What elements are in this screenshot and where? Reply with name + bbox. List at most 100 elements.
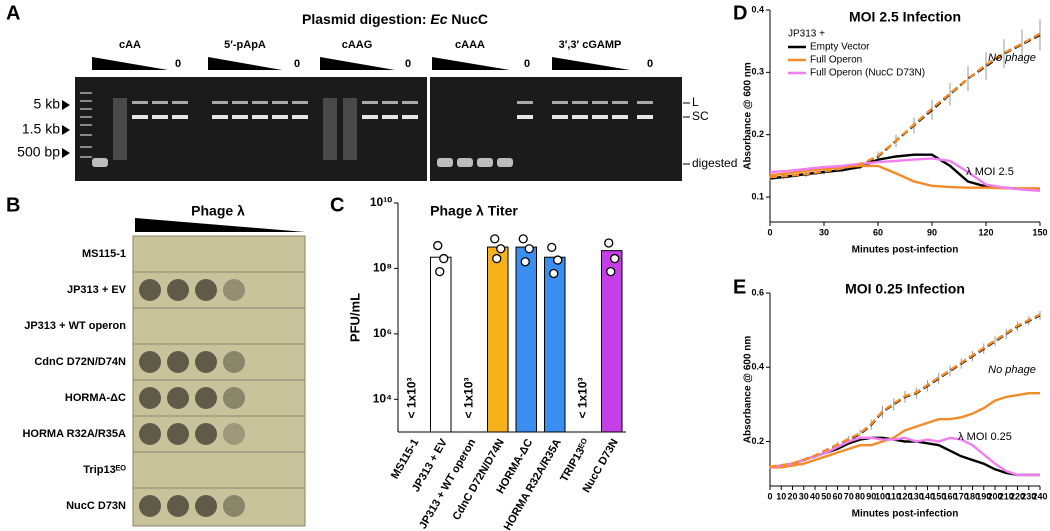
plaque-spot [139, 423, 161, 445]
annotation: λ MOI 2.5 [966, 166, 1014, 178]
row-label: CdnC D72N/D74N [34, 356, 126, 368]
plaque-spot [167, 423, 189, 445]
x-tick-label: 80 [855, 491, 865, 501]
plaque-spot [167, 351, 189, 373]
plaque-spot [195, 279, 217, 301]
y-tick-label: 10⁸ [373, 261, 392, 275]
y-tick-label: 0.4 [751, 4, 764, 14]
dilution-wedge [135, 218, 305, 232]
value-label: < 1x10³ [404, 377, 418, 418]
band-l [152, 101, 168, 104]
band-l [402, 101, 418, 104]
x-tick-label: 240 [1032, 491, 1047, 501]
band-sc [572, 115, 588, 119]
dilution-wedge [552, 57, 630, 70]
plaque-spot [195, 387, 217, 409]
plaque-spot [139, 387, 161, 409]
bar [486, 246, 509, 433]
group-label: cAA [119, 39, 141, 51]
x-tick-label: 150 [931, 491, 946, 501]
y-tick-label: 10⁶ [373, 326, 392, 340]
chart-title: MOI 0.25 Infection [845, 281, 965, 297]
series-line [769, 436, 1040, 477]
series-line [769, 313, 1041, 468]
x-tick-label: 60 [873, 227, 883, 237]
band-sc [292, 115, 308, 119]
band-l [517, 101, 533, 104]
band-l [132, 101, 148, 104]
x-tick-label: 150 [1032, 227, 1047, 237]
row-label: JP313 + EV [67, 284, 127, 296]
band-sc [272, 115, 288, 119]
band-sc [152, 115, 168, 119]
zero-label: 0 [175, 58, 181, 70]
smear [323, 98, 337, 160]
ladder-band [80, 146, 92, 148]
legend-title: JP313 + [788, 29, 825, 40]
x-tick-label: 220 [1010, 491, 1025, 501]
panel-title: Plasmid digestion: Ec NucC [302, 11, 488, 27]
plaque-spot [223, 495, 245, 517]
bar [515, 246, 538, 433]
series-line [769, 32, 1041, 179]
annotation: No phage [988, 364, 1036, 376]
replicate-dot [549, 268, 559, 279]
x-tick-label: 180 [965, 491, 980, 501]
group-label: 3′,3′ cGAMP [559, 39, 622, 51]
y-tick-label: 0.2 [751, 436, 764, 446]
x-tick-label: 230 [1021, 491, 1036, 501]
replicate-dot [518, 234, 528, 244]
x-tick-label: 70 [844, 491, 854, 501]
legend-label: Full Operon [810, 55, 862, 66]
x-tick-label: 50 [821, 491, 831, 501]
plaque-spot [195, 495, 217, 517]
x-tick-label: 0 [767, 227, 772, 237]
band-label: L [692, 95, 699, 109]
plaque-spot [167, 387, 189, 409]
band-l [232, 101, 248, 104]
x-axis-label: Minutes post-infection [852, 509, 959, 520]
group-label: cAAG [342, 39, 373, 51]
annotation: No phage [988, 52, 1036, 64]
band-l [382, 101, 398, 104]
band-sc [232, 115, 248, 119]
y-tick-label: 10⁴ [373, 391, 392, 405]
x-tick-label: 10 [776, 491, 786, 501]
band-sc [552, 115, 568, 119]
replicate-dot [520, 257, 530, 267]
plaque-spot [223, 279, 245, 301]
plaque-spot [223, 387, 245, 409]
digest-band [437, 158, 453, 167]
y-tick-label: 0.3 [751, 67, 764, 77]
marker-arrow [62, 148, 70, 158]
x-tick-label: 40 [810, 491, 820, 501]
dilution-wedge [208, 57, 282, 70]
band-l [272, 101, 288, 104]
series-line [769, 157, 1041, 192]
annotation: λ MOI 0.25 [958, 431, 1012, 443]
digest-band [92, 158, 108, 167]
band-l [252, 101, 268, 104]
dilution-wedge [432, 57, 510, 70]
plaque-spot [139, 279, 161, 301]
ladder-band [80, 92, 92, 94]
smear [343, 98, 357, 160]
replicate-dot [604, 238, 614, 248]
x-tick-label: 130 [909, 491, 924, 501]
plaque-spot [195, 351, 217, 373]
x-tick-label: 200 [987, 491, 1002, 501]
band-sc [252, 115, 268, 119]
x-tick-label: 20 [787, 491, 797, 501]
dilution-wedge [320, 57, 395, 70]
band-sc [382, 115, 398, 119]
value-label: < 1x10³ [461, 377, 475, 418]
x-tick-label: 60 [832, 491, 842, 501]
x-tick-label: 0 [767, 491, 772, 501]
series-line [769, 164, 1040, 190]
band-l [592, 101, 608, 104]
plaque-spot [223, 423, 245, 445]
replicate-dot [606, 266, 616, 277]
marker-label: 500 bp [17, 144, 60, 160]
band-label: digested [692, 156, 737, 170]
x-tick-label: 120 [978, 227, 993, 237]
